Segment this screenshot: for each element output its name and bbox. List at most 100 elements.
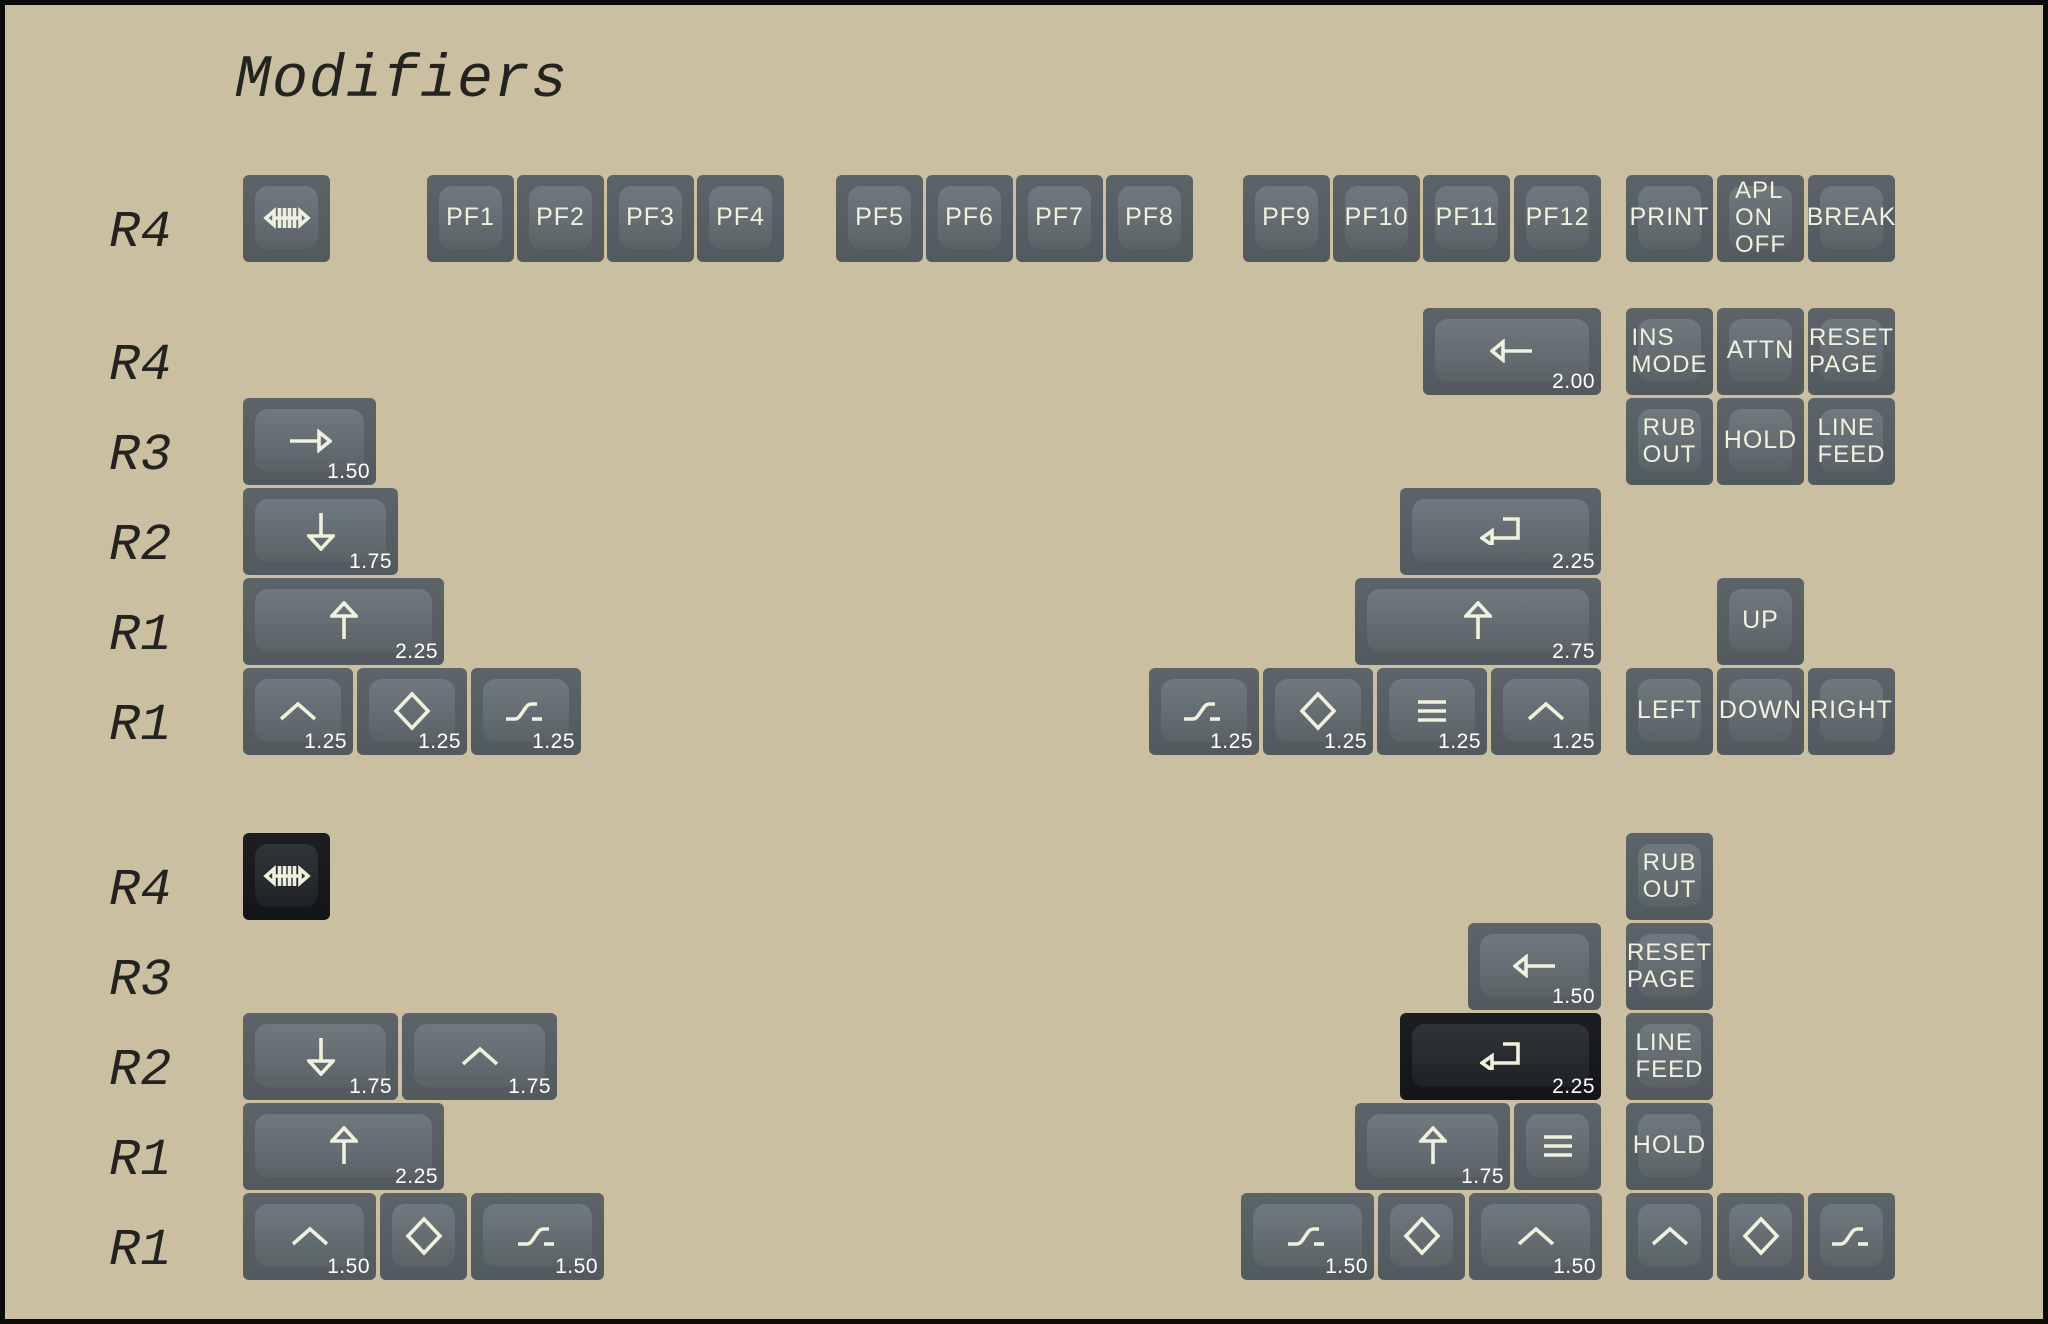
key-size-label: 1.25 bbox=[1552, 730, 1595, 753]
key-hold: HOLD bbox=[1717, 398, 1804, 485]
key-legend: APL ON OFF bbox=[1717, 177, 1804, 258]
key-legend-text: PF3 bbox=[626, 203, 675, 231]
key-legend bbox=[243, 409, 376, 472]
key-legend: INS MODE bbox=[1626, 319, 1713, 382]
key-left: LEFT bbox=[1626, 668, 1713, 755]
key-legend-text: PF12 bbox=[1525, 203, 1590, 231]
key-legend bbox=[1377, 679, 1487, 742]
diamond-icon bbox=[405, 1215, 442, 1256]
key-size-label: 1.50 bbox=[1552, 985, 1595, 1008]
keycap-top bbox=[1638, 1204, 1701, 1267]
keycap-top bbox=[483, 1204, 592, 1267]
key-pf9: PF9 bbox=[1243, 175, 1330, 262]
keycap-top bbox=[1275, 679, 1361, 742]
key-legend bbox=[1355, 1114, 1510, 1177]
key-up-arrow: 2.25 bbox=[243, 1103, 444, 1190]
key-caret: 1.25 bbox=[1491, 668, 1601, 755]
keycap-top bbox=[1820, 319, 1883, 382]
keycap-top bbox=[1638, 186, 1701, 249]
row-label-10-r1: R1 bbox=[109, 1221, 172, 1280]
key-legend-text: PF9 bbox=[1262, 203, 1311, 231]
key-legend-text: INS MODE bbox=[1631, 323, 1708, 378]
key-down-arrow: 1.75 bbox=[243, 488, 398, 575]
key-menu bbox=[1514, 1103, 1601, 1190]
key-ins-mode: INS MODE bbox=[1626, 308, 1713, 395]
down-arrow-icon bbox=[306, 1037, 335, 1076]
caret-icon bbox=[1517, 1226, 1554, 1245]
key-legend bbox=[1400, 1024, 1601, 1087]
key-reset-page: RESET PAGE bbox=[1808, 308, 1895, 395]
key-legend bbox=[243, 499, 398, 562]
row-label-1-r4: R4 bbox=[109, 336, 172, 395]
key-up-arrow: 2.75 bbox=[1355, 578, 1601, 665]
keycap-top bbox=[1390, 1204, 1453, 1267]
key-size-label: 1.50 bbox=[327, 460, 370, 483]
keycap-top bbox=[1481, 1204, 1590, 1267]
key-legend-text: PF5 bbox=[855, 203, 904, 231]
key-alt-curve: 1.50 bbox=[471, 1193, 604, 1280]
alt-curve-icon bbox=[517, 1226, 554, 1246]
key-legend: LINE FEED bbox=[1808, 409, 1895, 472]
key-legend bbox=[1514, 1114, 1601, 1177]
keycap-top bbox=[369, 679, 455, 742]
keycap-top bbox=[1820, 1204, 1883, 1267]
key-print: PRINT bbox=[1626, 175, 1713, 262]
keycap-top bbox=[1345, 186, 1408, 249]
key-legend-text: HOLD bbox=[1632, 1131, 1707, 1159]
centipede-icon bbox=[262, 206, 311, 229]
key-pf12: PF12 bbox=[1514, 175, 1601, 262]
alt-curve-icon bbox=[1184, 701, 1220, 721]
keycap-top bbox=[1729, 186, 1792, 249]
key-size-label: 1.75 bbox=[508, 1075, 551, 1098]
key-legend-text: LEFT bbox=[1636, 696, 1703, 724]
key-attn: ATTN bbox=[1717, 308, 1804, 395]
key-apl-on-off: APL ON OFF bbox=[1717, 175, 1804, 262]
key-legend bbox=[1423, 319, 1601, 382]
key-size-label: 1.25 bbox=[1324, 730, 1367, 753]
key-legend bbox=[380, 1204, 467, 1267]
menu-icon bbox=[1543, 1134, 1572, 1157]
key-legend-text: RIGHT bbox=[1810, 696, 1893, 724]
key-legend bbox=[357, 679, 467, 742]
diamond-icon bbox=[1742, 1215, 1779, 1256]
keycap-top bbox=[1638, 1024, 1701, 1087]
up-arrow-icon bbox=[329, 1125, 358, 1164]
key-legend: RESET PAGE bbox=[1626, 934, 1713, 997]
key-legend bbox=[243, 1204, 376, 1267]
keycap-top bbox=[1729, 679, 1792, 742]
row-label-5-r1: R1 bbox=[109, 696, 172, 755]
caret-icon bbox=[461, 1046, 498, 1065]
keycap-top bbox=[1435, 186, 1498, 249]
key-legend bbox=[1717, 1204, 1804, 1267]
key-legend-text: UP bbox=[1742, 606, 1779, 634]
key-alt-curve bbox=[1808, 1193, 1895, 1280]
keycap-top bbox=[1638, 319, 1701, 382]
backspace-arrow-icon bbox=[1490, 338, 1532, 363]
keycap-top bbox=[1729, 589, 1792, 652]
key-legend-text: RESET PAGE bbox=[1626, 938, 1712, 993]
up-arrow-icon bbox=[1418, 1125, 1447, 1164]
key-alt-curve: 1.50 bbox=[1241, 1193, 1374, 1280]
keycap-top bbox=[483, 679, 569, 742]
key-legend-text: LINE FEED bbox=[1635, 1028, 1704, 1083]
keycap-top bbox=[1638, 679, 1701, 742]
key-rub-out: RUB OUT bbox=[1626, 833, 1713, 920]
key-caret: 1.75 bbox=[402, 1013, 557, 1100]
key-alt-curve: 1.25 bbox=[1149, 668, 1259, 755]
keycap-top bbox=[529, 186, 592, 249]
key-centipede bbox=[243, 175, 330, 262]
key-diamond bbox=[1717, 1193, 1804, 1280]
key-legend-text: RUB OUT bbox=[1642, 413, 1697, 468]
key-legend bbox=[243, 679, 353, 742]
key-legend-text: PF7 bbox=[1035, 203, 1084, 231]
diamond-icon bbox=[1299, 690, 1337, 731]
key-pf11: PF11 bbox=[1423, 175, 1510, 262]
key-centipede bbox=[243, 833, 330, 920]
key-legend: RUB OUT bbox=[1626, 409, 1713, 472]
key-down-arrow: 1.75 bbox=[243, 1013, 398, 1100]
key-diamond bbox=[1378, 1193, 1465, 1280]
key-legend-text: PRINT bbox=[1629, 203, 1710, 231]
key-line-feed: LINE FEED bbox=[1626, 1013, 1713, 1100]
keycap-top bbox=[255, 679, 341, 742]
key-legend-text: DOWN bbox=[1718, 696, 1803, 724]
